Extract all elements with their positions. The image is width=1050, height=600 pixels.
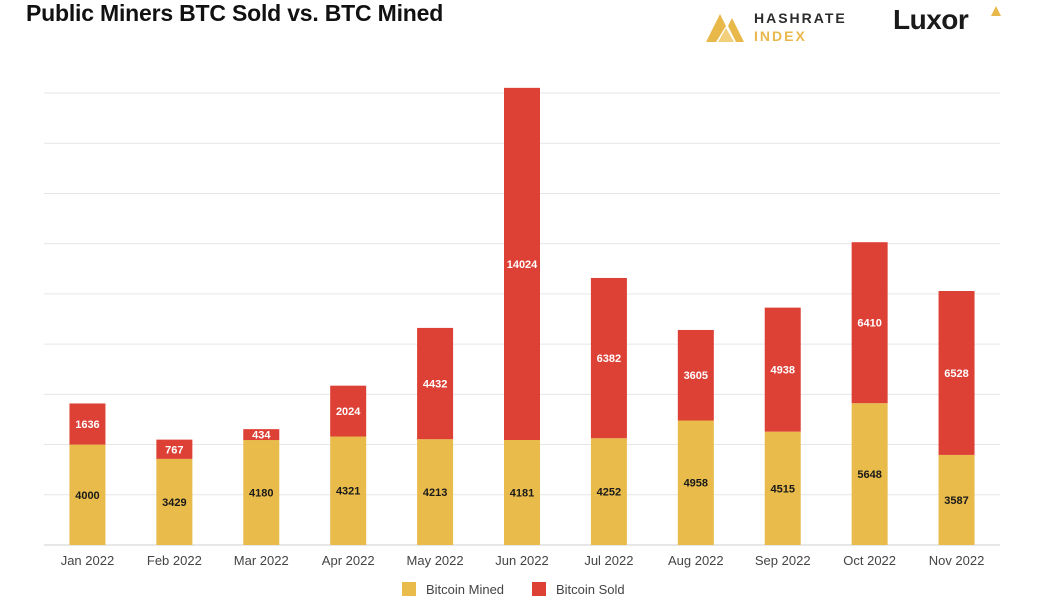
x-tick-label: Aug 2022 bbox=[668, 553, 724, 568]
x-tick-label: Jul 2022 bbox=[584, 553, 633, 568]
bar-bitcoin-mined bbox=[504, 440, 540, 545]
x-axis-ticks: Jan 2022 Feb 2022 Mar 2022 Apr 2022 May 2022… bbox=[61, 553, 985, 568]
data-label-sold: 6410 bbox=[857, 318, 881, 330]
bar-bitcoin-mined bbox=[851, 403, 888, 545]
bar-bitcoin-sold bbox=[677, 329, 714, 421]
bar-bitcoin-sold bbox=[938, 291, 975, 455]
data-label-sold: 767 bbox=[165, 444, 183, 456]
bars bbox=[69, 87, 975, 545]
legend-label: Bitcoin Mined bbox=[426, 582, 504, 597]
index-logo-text: INDEX bbox=[754, 28, 807, 44]
data-label-mined: 4321 bbox=[336, 486, 360, 498]
chart-title: Public Miners BTC Sold vs. BTC Mined bbox=[26, 0, 444, 26]
hashrate-index-logo: HASHRATE INDEX bbox=[706, 6, 866, 46]
bar-bitcoin-sold bbox=[417, 327, 454, 440]
hashrate-logo-text: HASHRATE bbox=[754, 10, 847, 26]
data-label-mined: 4958 bbox=[684, 478, 708, 490]
bar-bitcoin-mined bbox=[417, 439, 454, 545]
x-tick-label: Nov 2022 bbox=[929, 553, 985, 568]
bar-bitcoin-mined bbox=[69, 444, 106, 545]
luxor-logo-text: Luxor bbox=[893, 4, 969, 35]
data-label-sold: 4432 bbox=[423, 379, 447, 391]
data-label-mined: 4213 bbox=[423, 487, 447, 499]
legend: Bitcoin Mined Bitcoin Sold bbox=[402, 582, 625, 597]
data-label-mined: 3587 bbox=[944, 495, 968, 507]
luxor-logo-icon bbox=[991, 6, 1001, 16]
x-tick-label: Jun 2022 bbox=[495, 553, 549, 568]
bar-bitcoin-mined bbox=[156, 458, 193, 545]
hashrate-index-logo-icon bbox=[706, 14, 744, 42]
data-label-mined: 4000 bbox=[75, 490, 99, 502]
data-label-mined: 4181 bbox=[510, 488, 534, 500]
bar-labels: 4000 1636 3429 767 4180 434 4321 2024 4213 4432 41… bbox=[75, 259, 969, 509]
data-label-mined: 4252 bbox=[597, 487, 621, 499]
legend-swatch bbox=[402, 582, 416, 596]
data-label-mined: 4515 bbox=[770, 483, 794, 495]
data-label-sold: 1636 bbox=[75, 419, 99, 431]
bar-bitcoin-sold bbox=[504, 87, 540, 441]
bar-bitcoin-mined bbox=[677, 420, 714, 545]
x-tick-label: Feb 2022 bbox=[147, 553, 202, 568]
x-tick-label: Jan 2022 bbox=[61, 553, 115, 568]
x-tick-label: Sep 2022 bbox=[755, 553, 811, 568]
bar-bitcoin-sold bbox=[764, 307, 801, 432]
data-label-sold: 4938 bbox=[770, 365, 794, 377]
x-tick-label: Apr 2022 bbox=[322, 553, 375, 568]
legend-label: Bitcoin Sold bbox=[556, 582, 625, 597]
data-label-mined: 5648 bbox=[857, 469, 881, 481]
data-label-mined: 4180 bbox=[249, 488, 273, 500]
data-label-mined: 3429 bbox=[162, 497, 186, 509]
x-tick-label: Mar 2022 bbox=[234, 553, 289, 568]
luxor-logo: Luxor bbox=[893, 4, 1013, 44]
bar-bitcoin-mined bbox=[330, 436, 367, 545]
bar-bitcoin-sold bbox=[69, 403, 106, 445]
data-label-sold: 434 bbox=[252, 430, 271, 442]
legend-swatch bbox=[532, 582, 546, 596]
data-label-sold: 14024 bbox=[507, 259, 538, 271]
data-label-sold: 2024 bbox=[336, 406, 361, 418]
x-tick-label: Oct 2022 bbox=[843, 553, 896, 568]
bar-bitcoin-mined bbox=[590, 438, 627, 545]
bar-bitcoin-sold bbox=[590, 277, 627, 439]
bar-bitcoin-sold bbox=[330, 385, 367, 437]
bar-bitcoin-mined bbox=[243, 440, 280, 545]
bar-bitcoin-sold bbox=[243, 429, 280, 441]
data-label-sold: 6382 bbox=[597, 353, 621, 365]
bar-bitcoin-mined bbox=[938, 454, 975, 545]
x-tick-label: May 2022 bbox=[407, 553, 464, 568]
bar-bitcoin-sold bbox=[851, 242, 888, 404]
bar-bitcoin-mined bbox=[764, 431, 801, 545]
data-label-sold: 6528 bbox=[944, 368, 968, 380]
bar-bitcoin-sold bbox=[156, 439, 193, 459]
data-label-sold: 3605 bbox=[684, 370, 708, 382]
